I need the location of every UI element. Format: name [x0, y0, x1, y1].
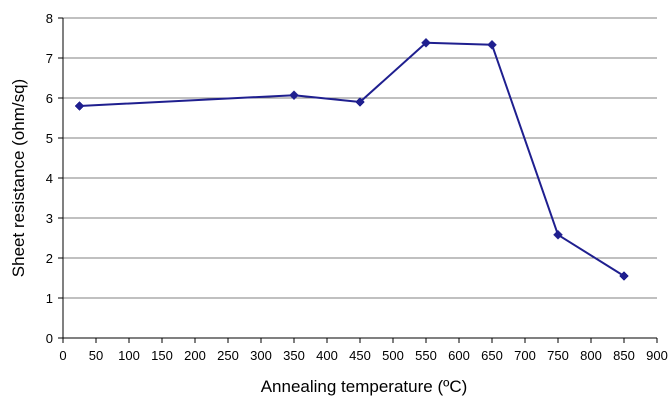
tick-labels: 0 1 2 3 4 5 6 7 8 0 50 100 150 200 250 300 350 400 450 500 5…: [46, 11, 668, 363]
gridlines: [63, 17, 657, 299]
x-tick-label-4: 200: [184, 348, 206, 363]
x-tick-label-2: 100: [118, 348, 140, 363]
y-tick-label-0: 0: [46, 331, 53, 346]
y-tick-label-6: 6: [46, 91, 53, 106]
data-point-0: [74, 101, 85, 111]
y-tick-label-3: 3: [46, 211, 53, 226]
x-tick-label-17: 850: [613, 348, 635, 363]
x-axis-title: Annealing temperature (ºC): [261, 377, 468, 396]
x-tick-label-14: 700: [514, 348, 536, 363]
x-tick-label-12: 600: [448, 348, 470, 363]
data-point-2: [355, 97, 365, 107]
axes: [58, 17, 658, 343]
x-tick-label-8: 400: [316, 348, 338, 363]
data-point-5: [553, 229, 563, 240]
series-line-0: [79, 41, 625, 277]
x-tick-label-13: 650: [481, 348, 503, 363]
x-tick-label-3: 150: [151, 348, 173, 363]
x-tick-label-7: 350: [283, 348, 305, 363]
x-tick-label-16: 800: [580, 348, 602, 363]
x-tick-label-9: 450: [349, 348, 371, 363]
data-series: [74, 37, 629, 281]
y-tick-label-2: 2: [46, 251, 53, 266]
data-point-6: [619, 271, 629, 281]
y-tick-label-5: 5: [46, 131, 53, 146]
y-tick-label-1: 1: [46, 291, 53, 306]
x-tick-label-6: 300: [250, 348, 272, 363]
y-tick-label-4: 4: [46, 171, 53, 186]
data-point-1: [289, 90, 299, 101]
y-axis-title: Sheet resistance (ohm/sq): [9, 79, 28, 277]
x-tick-label-11: 550: [415, 348, 437, 363]
x-tick-label-10: 500: [382, 348, 404, 363]
y-tick-label-8: 8: [46, 11, 53, 26]
x-tick-label-18: 900: [646, 348, 668, 363]
x-tick-label-1: 50: [89, 348, 103, 363]
x-tick-label-15: 750: [547, 348, 569, 363]
x-tick-label-5: 250: [217, 348, 239, 363]
x-tick-label-0: 0: [59, 348, 66, 363]
data-point-3: [421, 37, 431, 48]
data-point-4: [487, 39, 497, 50]
y-tick-label-7: 7: [46, 51, 53, 66]
